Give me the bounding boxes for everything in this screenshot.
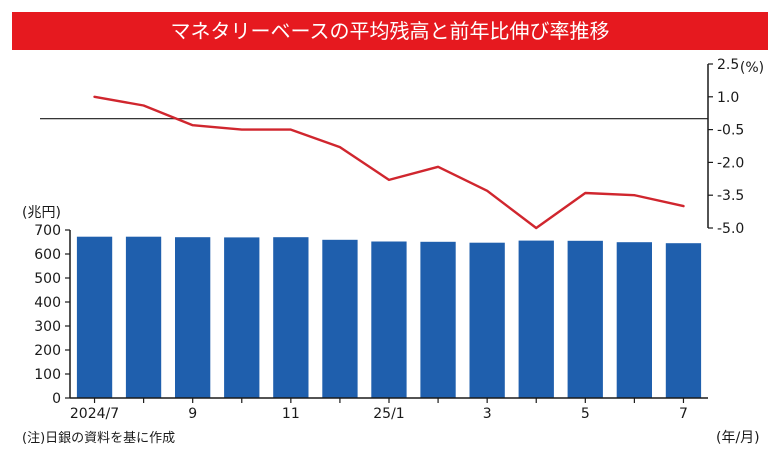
bar-y-tick-label: 300 [34,319,61,335]
line-y-tick-label: 2.5 [717,57,739,73]
source-note: (注)日銀の資料を基に作成 [22,431,175,446]
title-banner [12,12,768,50]
x-unit-label: (年/月) [716,430,760,446]
bar [322,239,358,398]
line-y-tick-label: -2.0 [717,155,744,171]
bar [224,237,260,398]
bar-panel: 0 100 200 300 400 500 600 700 [34,223,702,407]
x-axis: 2024/7 9 11 25/1 3 5 7 [70,397,708,422]
bar [273,237,309,398]
bar-y-tick-label: 100 [34,367,61,383]
bar [665,243,702,398]
x-tick-label: 7 [679,406,688,422]
bar-y-tick-label: 400 [34,295,61,311]
line-unit-label: (%) [740,60,764,76]
line-panel: 2.5 1.0 -0.5 -2.0 -3.5 -5.0 [40,57,744,237]
bar [518,240,554,398]
bar-y-tick-label: 0 [52,391,61,407]
bar-y-tick-label: 700 [34,223,61,239]
x-tick-label: 5 [581,406,590,422]
bar-y-tick-label: 200 [34,343,61,359]
x-tick-label: 3 [483,406,492,422]
bar [469,242,505,398]
x-tick-label: 11 [282,406,300,422]
bar [371,241,407,398]
bar-unit-label: (兆円) [22,205,61,221]
bar [76,236,113,398]
bar [567,240,603,398]
bar [175,237,211,398]
chart-title: マネタリーベースの平均残高と前年比伸び率推移 [171,19,610,43]
line-y-tick-label: -0.5 [717,123,744,139]
growth-rate-line [93,95,685,230]
bar [420,241,456,398]
x-tick-label: 9 [188,406,197,422]
line-y-tick-label: 1.0 [717,90,739,106]
bar-y-tick-label: 500 [34,271,61,287]
bar [125,236,162,398]
bar [616,242,652,398]
line-y-tick-label: -5.0 [717,221,744,237]
x-tick-label: 25/1 [373,406,404,422]
x-tick-label: 2024/7 [70,406,119,422]
bar-y-tick-label: 600 [34,247,61,263]
line-y-tick-label: -3.5 [717,188,744,204]
